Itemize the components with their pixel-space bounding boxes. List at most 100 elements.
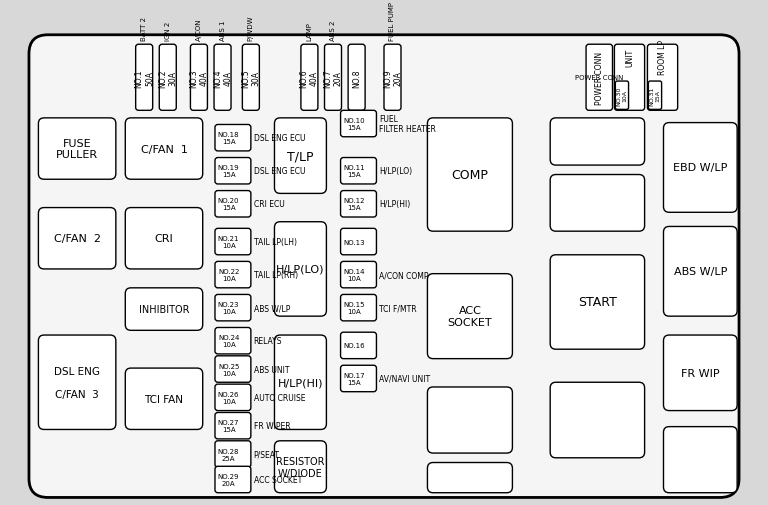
Text: COMP: COMP bbox=[452, 169, 488, 182]
Text: NO.3
40A: NO.3 40A bbox=[189, 69, 209, 87]
FancyBboxPatch shape bbox=[550, 119, 644, 166]
Text: ABS 2: ABS 2 bbox=[330, 21, 336, 41]
Text: H/LP(LO): H/LP(LO) bbox=[276, 265, 325, 274]
FancyBboxPatch shape bbox=[664, 335, 737, 411]
FancyBboxPatch shape bbox=[428, 463, 512, 493]
FancyBboxPatch shape bbox=[215, 441, 251, 467]
Text: ABS W/LP: ABS W/LP bbox=[674, 267, 727, 277]
FancyBboxPatch shape bbox=[340, 366, 376, 392]
Text: NO.18
15A: NO.18 15A bbox=[218, 132, 240, 145]
FancyBboxPatch shape bbox=[301, 45, 318, 111]
Text: NO.6
40A: NO.6 40A bbox=[300, 69, 319, 87]
FancyBboxPatch shape bbox=[647, 45, 677, 111]
FancyBboxPatch shape bbox=[325, 45, 342, 111]
Text: NO.11
15A: NO.11 15A bbox=[343, 165, 365, 178]
Text: NO.8: NO.8 bbox=[352, 69, 361, 87]
Text: NO.21
10A: NO.21 10A bbox=[218, 236, 240, 248]
FancyBboxPatch shape bbox=[214, 45, 231, 111]
Text: DSL ENG ECU: DSL ENG ECU bbox=[253, 134, 305, 143]
Text: C/FAN  2: C/FAN 2 bbox=[54, 234, 101, 244]
Text: TAIL LP(RH): TAIL LP(RH) bbox=[253, 271, 298, 280]
Text: NO.23
10A: NO.23 10A bbox=[218, 301, 240, 315]
FancyBboxPatch shape bbox=[215, 413, 251, 439]
FancyBboxPatch shape bbox=[648, 82, 661, 110]
FancyBboxPatch shape bbox=[664, 123, 737, 213]
Text: C/FAN  1: C/FAN 1 bbox=[141, 144, 187, 154]
Text: A/CON COMP: A/CON COMP bbox=[379, 271, 429, 280]
Text: UNIT: UNIT bbox=[625, 48, 634, 67]
FancyBboxPatch shape bbox=[38, 208, 116, 269]
Text: A/CON: A/CON bbox=[196, 19, 202, 41]
Text: NO.1
50A: NO.1 50A bbox=[134, 69, 154, 87]
FancyBboxPatch shape bbox=[215, 125, 251, 152]
Text: POWER CONN: POWER CONN bbox=[575, 75, 624, 81]
Text: H/LP(HI): H/LP(HI) bbox=[278, 378, 323, 387]
Text: H/LP(LO): H/LP(LO) bbox=[379, 167, 412, 176]
Text: FUSE
PULLER: FUSE PULLER bbox=[56, 138, 98, 160]
Text: NO.10
15A: NO.10 15A bbox=[343, 118, 365, 131]
Text: NO.30
10A: NO.30 10A bbox=[617, 86, 627, 106]
Text: ABS W/LP: ABS W/LP bbox=[253, 304, 290, 313]
Text: NO.25
10A: NO.25 10A bbox=[218, 363, 240, 376]
Text: POWER CONN: POWER CONN bbox=[594, 52, 604, 105]
Text: RESISTOR
W/DIODE: RESISTOR W/DIODE bbox=[276, 456, 325, 478]
FancyBboxPatch shape bbox=[586, 45, 613, 111]
FancyBboxPatch shape bbox=[243, 45, 260, 111]
Text: ACC SOCKET: ACC SOCKET bbox=[253, 475, 302, 484]
Text: INHIBITOR: INHIBITOR bbox=[139, 305, 189, 315]
FancyBboxPatch shape bbox=[428, 274, 512, 359]
Text: NO.31
15A: NO.31 15A bbox=[650, 86, 660, 106]
FancyBboxPatch shape bbox=[215, 328, 251, 354]
FancyBboxPatch shape bbox=[215, 262, 251, 288]
Text: TAIL LP(LH): TAIL LP(LH) bbox=[253, 237, 296, 246]
Text: IGN 2: IGN 2 bbox=[165, 22, 170, 41]
Text: NO.14
10A: NO.14 10A bbox=[343, 269, 365, 282]
Text: NO.2
30A: NO.2 30A bbox=[158, 69, 177, 87]
FancyBboxPatch shape bbox=[125, 288, 203, 331]
FancyBboxPatch shape bbox=[215, 158, 251, 185]
Text: DSL ENG

C/FAN  3: DSL ENG C/FAN 3 bbox=[54, 366, 100, 399]
FancyBboxPatch shape bbox=[159, 45, 177, 111]
Text: NO.22
10A: NO.22 10A bbox=[218, 269, 240, 282]
Text: NO.20
15A: NO.20 15A bbox=[218, 198, 240, 211]
FancyBboxPatch shape bbox=[125, 208, 203, 269]
Text: FUEL PUMP: FUEL PUMP bbox=[389, 3, 396, 41]
FancyBboxPatch shape bbox=[215, 384, 251, 411]
FancyBboxPatch shape bbox=[215, 191, 251, 218]
FancyBboxPatch shape bbox=[348, 45, 365, 111]
FancyBboxPatch shape bbox=[215, 356, 251, 382]
Text: ABS 1: ABS 1 bbox=[220, 21, 226, 41]
Text: NO.5
30A: NO.5 30A bbox=[241, 69, 260, 87]
Text: NO.19
15A: NO.19 15A bbox=[218, 165, 240, 178]
Text: AV/NAVI UNIT: AV/NAVI UNIT bbox=[379, 374, 430, 383]
Text: NO.26
10A: NO.26 10A bbox=[218, 391, 240, 404]
Text: AUTO CRUISE: AUTO CRUISE bbox=[253, 393, 305, 402]
FancyBboxPatch shape bbox=[38, 119, 116, 180]
Text: NO.28
25A: NO.28 25A bbox=[218, 447, 240, 461]
FancyBboxPatch shape bbox=[428, 119, 512, 232]
Text: LAMP: LAMP bbox=[306, 23, 313, 41]
Text: CRI ECU: CRI ECU bbox=[253, 200, 284, 209]
FancyBboxPatch shape bbox=[125, 368, 203, 430]
Text: EBD W/LP: EBD W/LP bbox=[673, 163, 727, 173]
FancyBboxPatch shape bbox=[340, 191, 376, 218]
FancyBboxPatch shape bbox=[136, 45, 153, 111]
FancyBboxPatch shape bbox=[428, 387, 512, 453]
FancyBboxPatch shape bbox=[340, 229, 376, 255]
FancyBboxPatch shape bbox=[615, 82, 628, 110]
Text: ACC
SOCKET: ACC SOCKET bbox=[448, 306, 492, 327]
Text: P/SEAT: P/SEAT bbox=[253, 449, 280, 459]
FancyBboxPatch shape bbox=[550, 255, 644, 349]
FancyBboxPatch shape bbox=[340, 295, 376, 321]
Text: H/LP(HI): H/LP(HI) bbox=[379, 200, 411, 209]
FancyBboxPatch shape bbox=[664, 227, 737, 317]
Text: NO.15
10A: NO.15 10A bbox=[343, 301, 365, 315]
FancyBboxPatch shape bbox=[550, 175, 644, 232]
Text: BATT 2: BATT 2 bbox=[141, 17, 147, 41]
FancyBboxPatch shape bbox=[340, 333, 376, 359]
Text: START: START bbox=[578, 296, 617, 309]
Text: NO.13: NO.13 bbox=[343, 239, 365, 245]
FancyBboxPatch shape bbox=[340, 262, 376, 288]
FancyBboxPatch shape bbox=[29, 36, 739, 497]
FancyBboxPatch shape bbox=[340, 111, 376, 137]
